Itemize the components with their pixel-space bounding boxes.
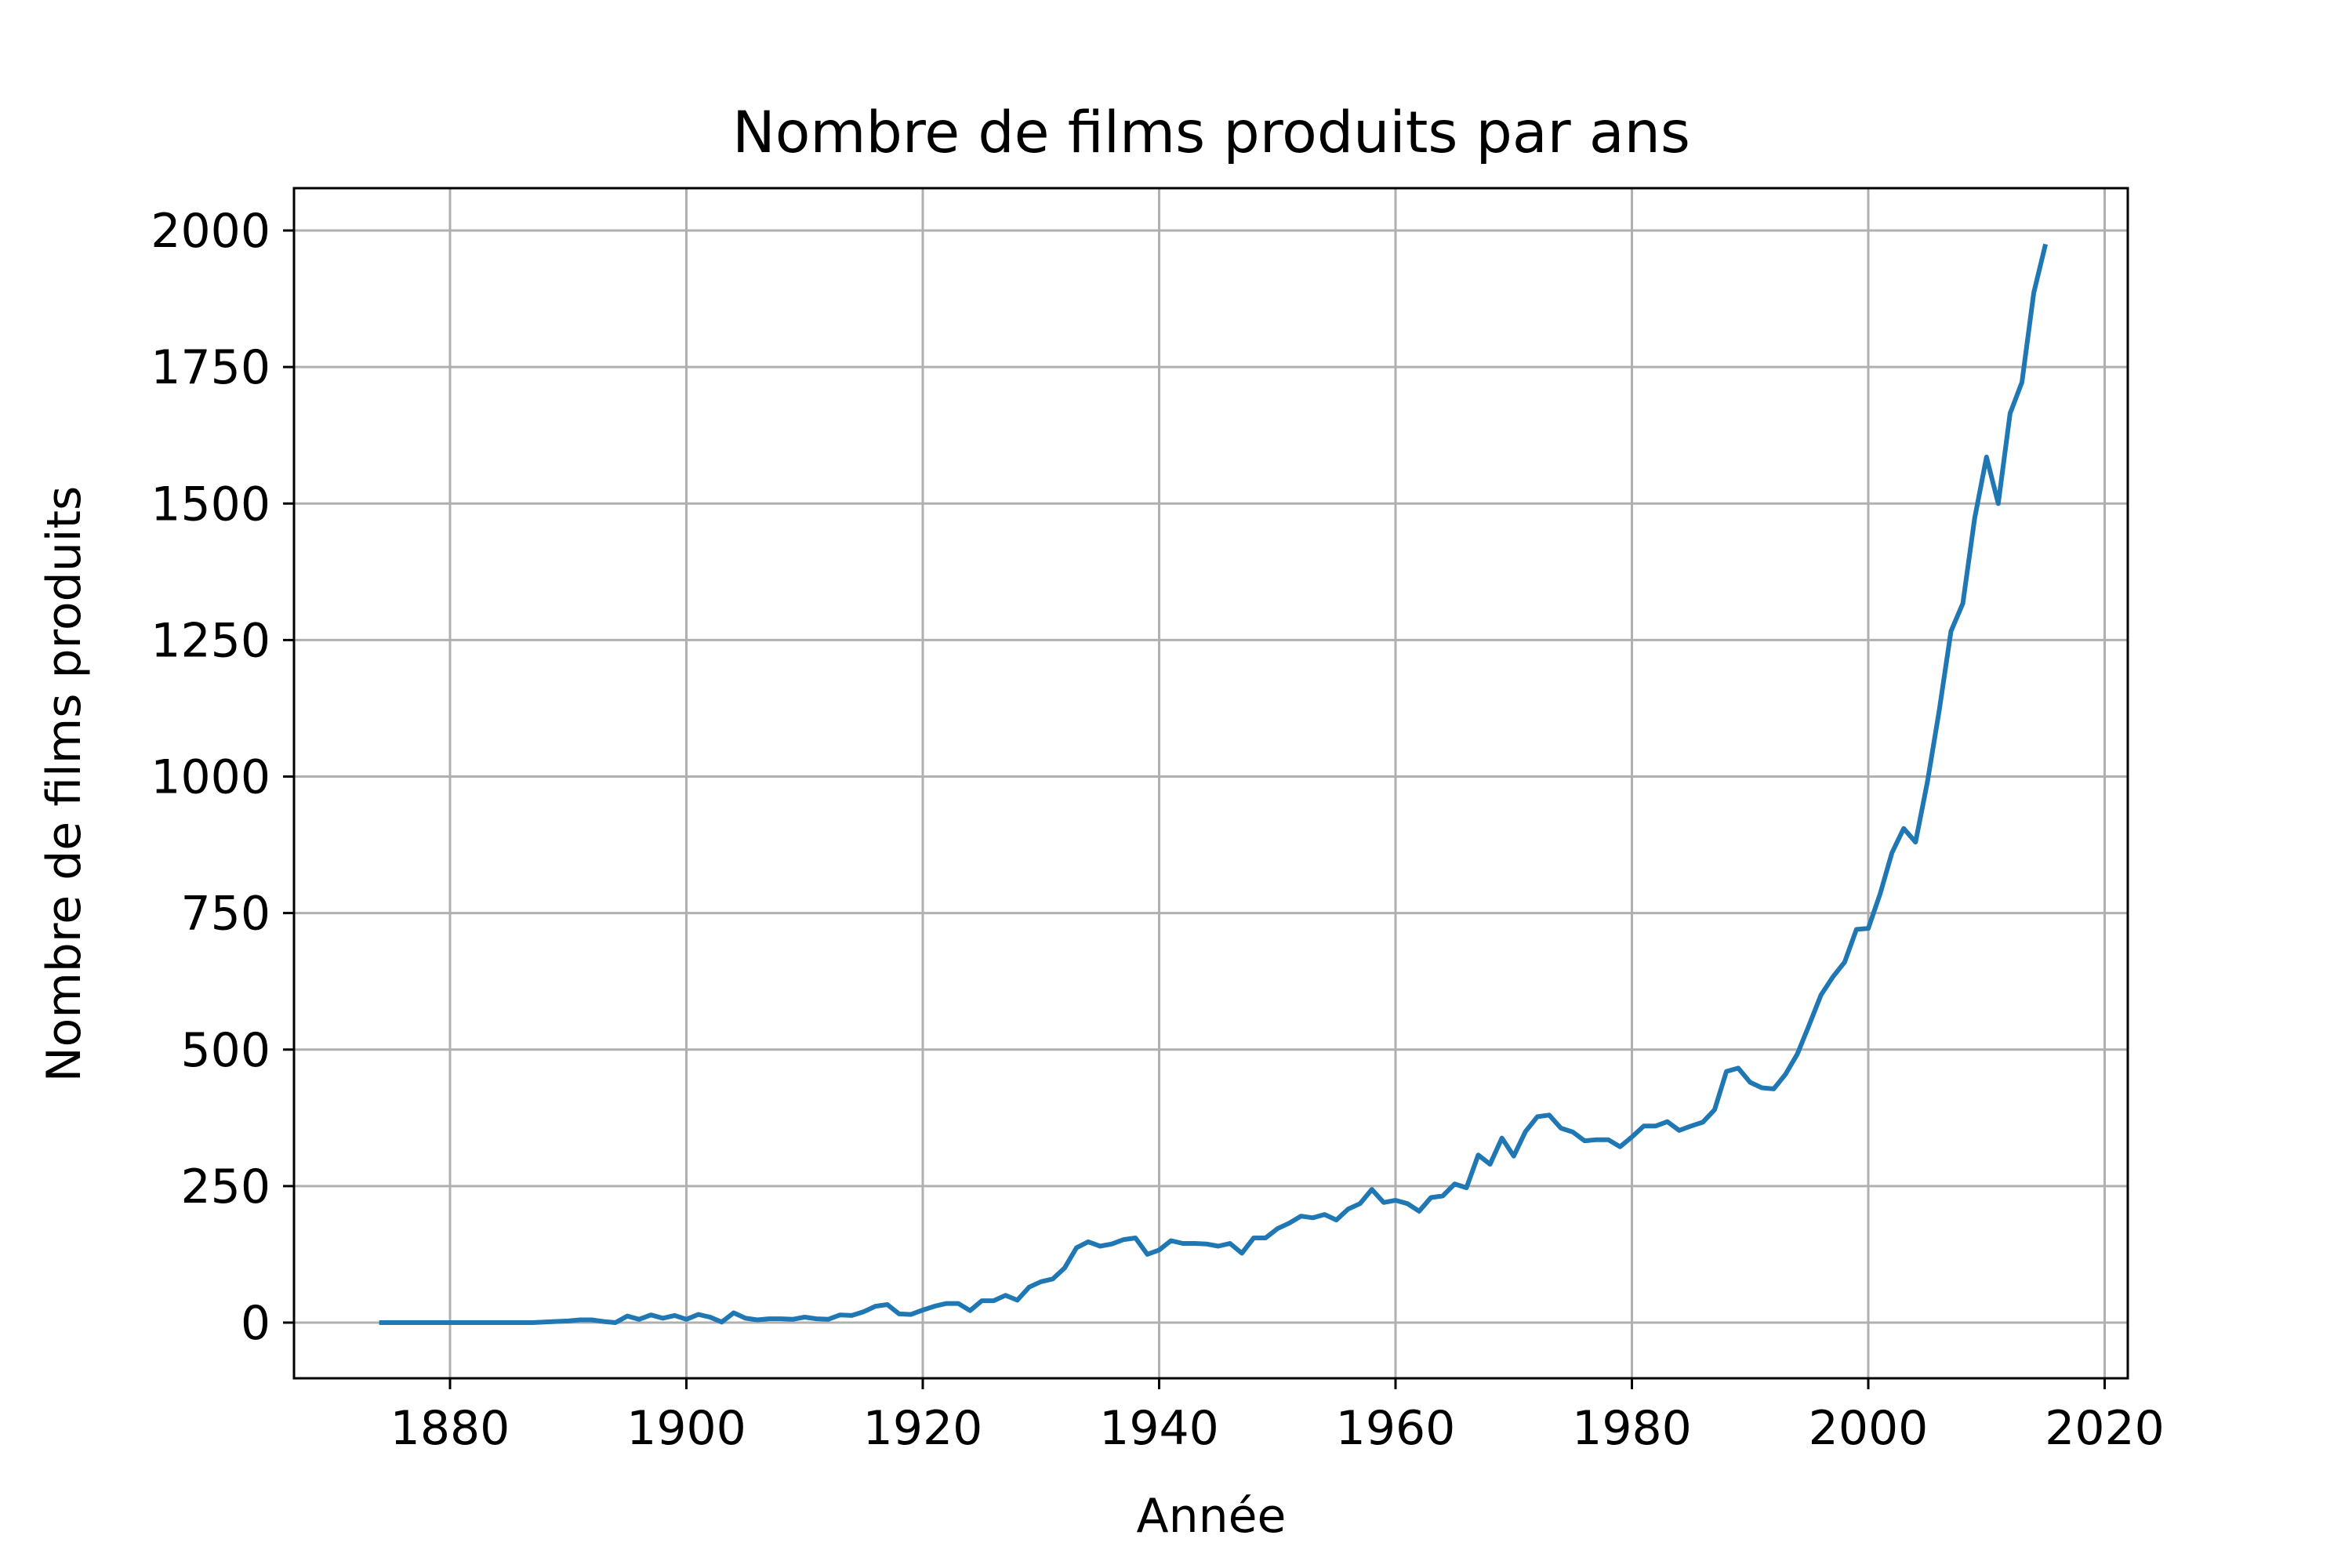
- x-tick-label: 1880: [390, 1401, 510, 1456]
- series-group: [379, 243, 2049, 1325]
- x-tick-label: 1900: [626, 1401, 746, 1456]
- y-tick-label: 2000: [151, 204, 270, 259]
- plot-frame: [292, 187, 2129, 1380]
- y-tick-label: 1000: [151, 750, 270, 805]
- x-tick-label: 1960: [1336, 1401, 1456, 1456]
- x-axis: 1880 1900 1920 1940 1960 1980 2000 2020: [390, 1378, 2165, 1456]
- y-tick-label: 0: [241, 1296, 270, 1351]
- y-tick-label: 1500: [151, 477, 270, 532]
- x-tick-label: 2000: [1809, 1401, 1929, 1456]
- y-tick-label: 750: [180, 887, 270, 942]
- x-tick-label: 1920: [863, 1401, 983, 1456]
- y-axis-title: Nombre de films produits: [37, 486, 92, 1083]
- x-tick-label: 2020: [2045, 1401, 2165, 1456]
- grid: [294, 188, 2128, 1378]
- y-tick-label: 1250: [151, 613, 270, 668]
- series-line: [379, 243, 2049, 1325]
- chart-title: Nombre de films produits par ans: [732, 100, 1690, 166]
- x-tick-label: 1980: [1572, 1401, 1692, 1456]
- x-axis-title: Année: [1137, 1489, 1287, 1544]
- y-tick-label: 1750: [151, 340, 270, 395]
- y-tick-label: 500: [180, 1023, 270, 1078]
- y-tick-label: 250: [180, 1160, 270, 1214]
- y-axis: 0 250 500 750 1000 1250 1500 1750 2000: [151, 204, 294, 1351]
- x-tick-label: 1940: [1099, 1401, 1219, 1456]
